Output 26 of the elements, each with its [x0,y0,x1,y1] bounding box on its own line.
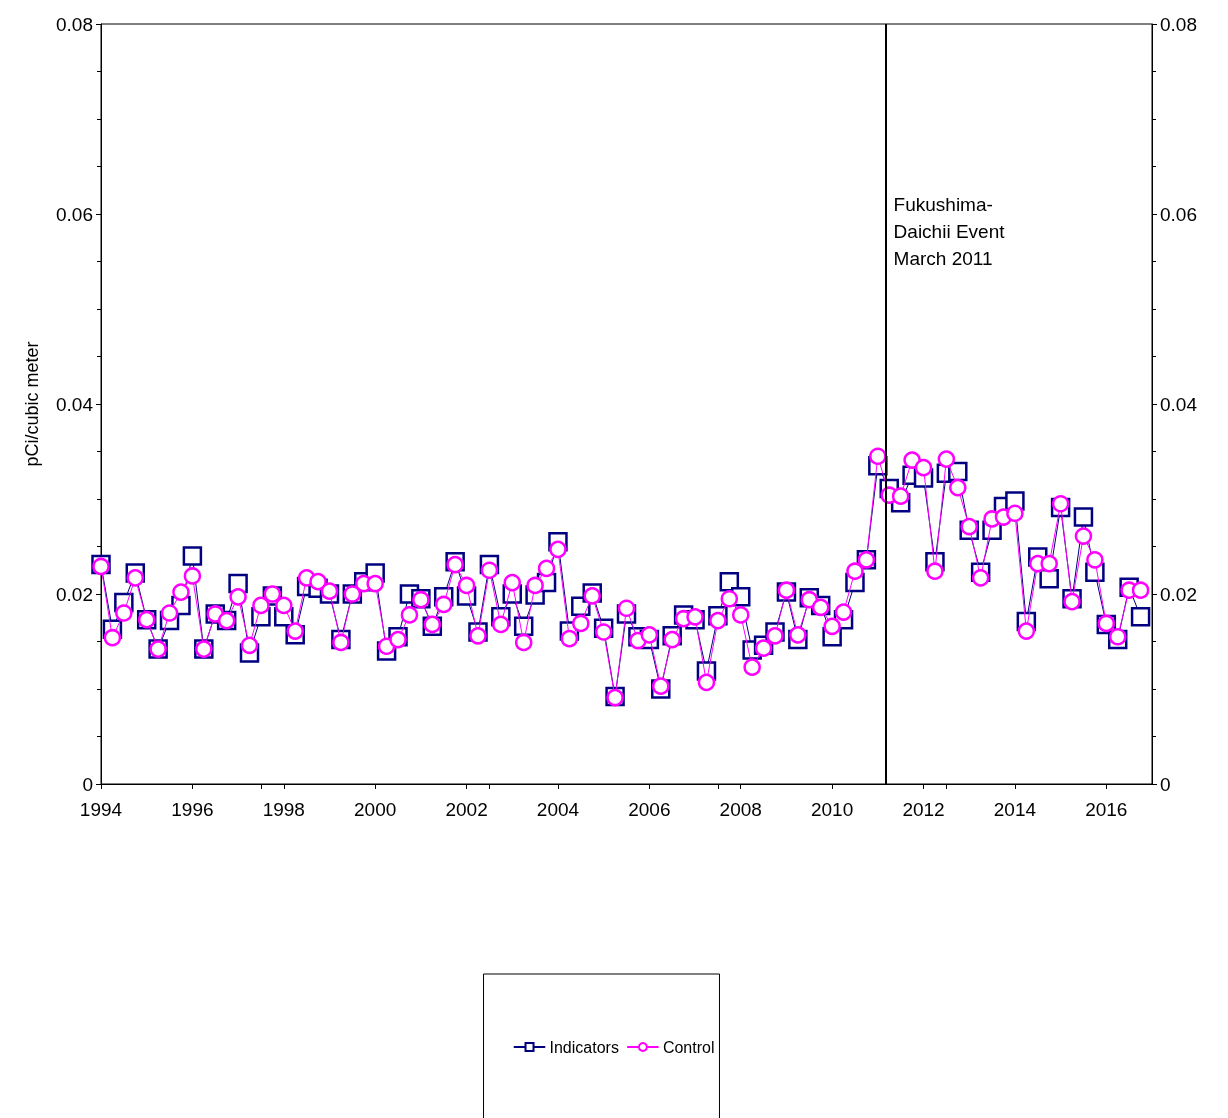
y2-tick-label: 0.06 [1160,203,1197,225]
legend-label: Indicators [549,1038,619,1056]
y2-tick-label: 0.08 [1160,13,1197,35]
ref-line-label: Fukushima- Daichii Event March 2011 [893,194,1006,270]
y-tick-label: 0.04 [56,393,94,415]
y-tick-label: 0.06 [56,203,93,225]
x-tick-label: 2016 [1085,799,1128,820]
legend-label: Control [662,1038,715,1056]
x-tick-label: 2008 [719,799,762,820]
x-tick-label: 2012 [902,799,945,820]
x-tick-label: 2010 [810,799,854,820]
y2-tick-label: 0.04 [1160,393,1198,415]
x-tick-label: 2004 [536,799,580,820]
x-tick-label: 1998 [262,799,305,820]
x-tick-label: 2006 [628,799,671,820]
x-tick-label: 2014 [993,799,1037,820]
y2-tick-label: 0 [1160,773,1171,795]
y2-tick-label: 0.02 [1160,583,1197,605]
y-tick-label: 0 [82,773,93,795]
y-axis-title: pCi/cubic meter [22,341,42,467]
y-tick-label: 0.08 [56,13,93,35]
y-tick-label: 0.02 [56,583,93,605]
x-tick-label: 1994 [79,799,123,820]
x-tick-label: 2002 [445,799,488,820]
x-tick-label: 2000 [354,799,397,820]
x-tick-label: 1996 [171,799,214,820]
